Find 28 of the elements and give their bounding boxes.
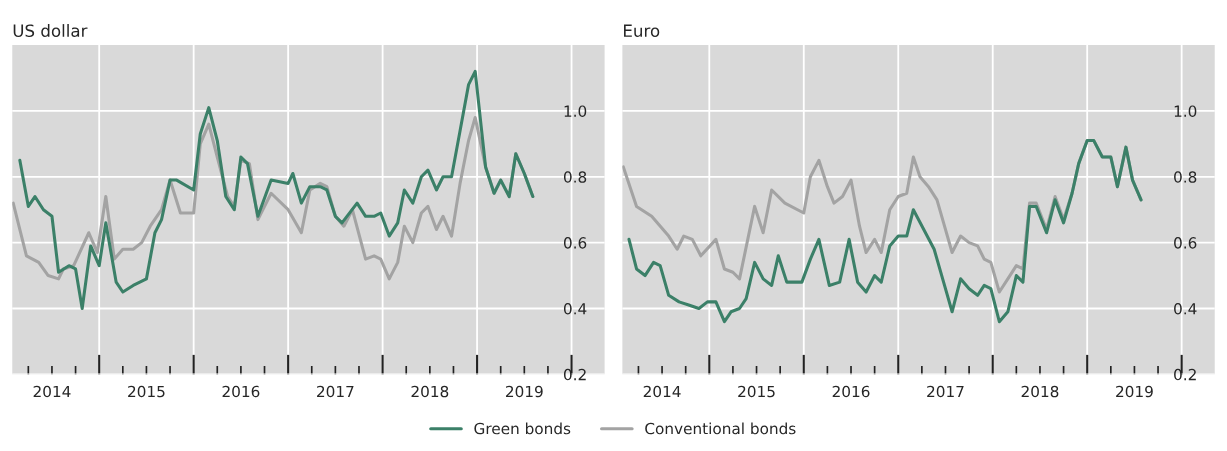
chart-title: Euro bbox=[624, 24, 660, 37]
x-tick-label: 2015 bbox=[128, 385, 165, 398]
x-tick-label: 2019 bbox=[505, 385, 543, 398]
y-tick-label: 0.8 bbox=[1174, 171, 1197, 183]
x-tick-label: 2019 bbox=[1116, 385, 1153, 398]
y-tick-label: 0.4 bbox=[1174, 302, 1197, 315]
legend-label: Green bonds bbox=[474, 422, 571, 435]
y-tick-label: 1.0 bbox=[564, 105, 587, 117]
x-tick-label: 2014 bbox=[33, 385, 71, 398]
x-tick-label: 2017 bbox=[927, 385, 964, 398]
line-series bbox=[627, 139, 1143, 324]
x-tick-label: 2017 bbox=[317, 385, 354, 398]
x-tick-label: 2018 bbox=[1021, 385, 1059, 398]
y-tick-label: 0.2 bbox=[563, 368, 586, 381]
y-tick-label: 0.6 bbox=[1174, 237, 1197, 249]
x-tick-label: 2016 bbox=[832, 385, 870, 398]
y-tick-label: 0.4 bbox=[563, 302, 587, 315]
line-series bbox=[18, 69, 535, 311]
y-tick-label: 0.2 bbox=[1174, 368, 1196, 381]
chart-title: US dollar bbox=[13, 24, 88, 37]
y-tick-label: 0.8 bbox=[563, 171, 587, 183]
x-tick-label: 2015 bbox=[738, 385, 775, 398]
x-tick-label: 2018 bbox=[411, 385, 449, 398]
y-tick-label: 1.0 bbox=[1174, 105, 1197, 117]
legend-label: Conventional bonds bbox=[645, 422, 796, 435]
y-tick-label: 0.6 bbox=[563, 237, 587, 249]
x-tick-label: 2014 bbox=[643, 385, 681, 398]
x-tick-label: 2016 bbox=[222, 385, 260, 398]
